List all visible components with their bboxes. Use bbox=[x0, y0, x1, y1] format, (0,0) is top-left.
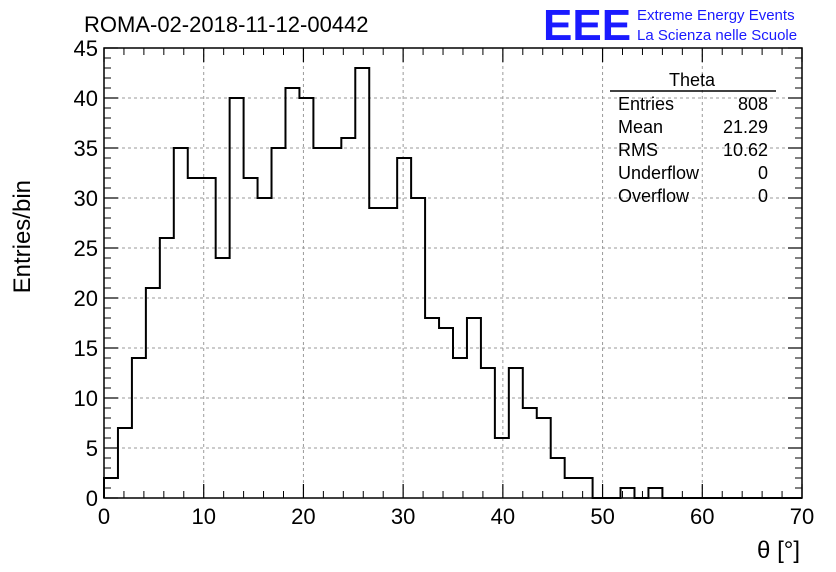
histogram-bin bbox=[146, 288, 160, 498]
y-tick-label: 45 bbox=[74, 36, 98, 61]
stats-label-rms: RMS bbox=[618, 140, 658, 160]
eee-logo: EEE bbox=[543, 1, 631, 50]
histogram-bin bbox=[258, 198, 272, 498]
y-axis-label: Entries/bin bbox=[9, 180, 36, 293]
y-tick-label: 10 bbox=[74, 386, 98, 411]
histogram-bin bbox=[537, 418, 551, 498]
histogram-bin bbox=[327, 148, 341, 498]
y-tick-label: 25 bbox=[74, 236, 98, 261]
y-tick-label: 35 bbox=[74, 136, 98, 161]
x-tick-label: 10 bbox=[191, 504, 215, 529]
stats-value-underflow: 0 bbox=[758, 163, 768, 183]
x-tick-label: 60 bbox=[690, 504, 714, 529]
histogram-bin bbox=[453, 358, 467, 498]
stats-label-mean: Mean bbox=[618, 117, 663, 137]
histogram-bin bbox=[355, 68, 369, 498]
histogram-bin bbox=[425, 318, 439, 498]
stats-label-entries: Entries bbox=[618, 94, 674, 114]
y-tick-label: 30 bbox=[74, 186, 98, 211]
chart-title: ROMA-02-2018-11-12-00442 bbox=[84, 12, 369, 37]
histogram-bin bbox=[495, 438, 509, 498]
histogram-bin bbox=[383, 208, 397, 498]
histogram-bin bbox=[579, 478, 593, 498]
y-tick-label: 40 bbox=[74, 86, 98, 111]
histogram-bin bbox=[341, 138, 355, 498]
histogram-bin bbox=[467, 318, 481, 498]
stats-value-entries: 808 bbox=[738, 94, 768, 114]
histogram-outline bbox=[103, 67, 802, 499]
brand-line-1: Extreme Energy Events bbox=[637, 7, 795, 24]
stats-box: Theta Entries 808 Mean 21.29 RMS 10.62 U… bbox=[610, 70, 776, 206]
histogram-bin bbox=[565, 478, 579, 498]
histogram-bin bbox=[648, 488, 662, 498]
y-tick-label: 0 bbox=[86, 486, 98, 511]
histogram-bin bbox=[118, 428, 132, 498]
stats-label-overflow: Overflow bbox=[618, 186, 690, 206]
histogram-bin bbox=[299, 98, 313, 498]
histogram-bin bbox=[439, 328, 453, 498]
histogram-bin bbox=[216, 258, 230, 498]
brand-line-2: La Scienza nelle Scuole bbox=[637, 27, 797, 44]
histogram-bin bbox=[160, 238, 174, 498]
plot-frame bbox=[103, 47, 803, 499]
x-tick-label: 30 bbox=[391, 504, 415, 529]
y-tick-label: 5 bbox=[86, 436, 98, 461]
x-tick-label: 50 bbox=[590, 504, 614, 529]
histogram-bin bbox=[313, 148, 327, 498]
grid-lines bbox=[104, 48, 802, 498]
stats-value-overflow: 0 bbox=[758, 186, 768, 206]
stats-value-rms: 10.62 bbox=[723, 140, 768, 160]
x-tick-label: 40 bbox=[491, 504, 515, 529]
histogram-bin bbox=[369, 208, 383, 498]
x-tick-label: 20 bbox=[291, 504, 315, 529]
histogram-bin bbox=[509, 368, 523, 498]
histogram-bins bbox=[104, 68, 662, 498]
histogram-bin bbox=[132, 358, 146, 498]
y-tick-label: 15 bbox=[74, 336, 98, 361]
brand-block: EEE Extreme Energy Events La Scienza nel… bbox=[543, 1, 797, 50]
x-axis-ticks: 0 10 20 30 40 50 60 70 bbox=[98, 48, 814, 529]
y-tick-label: 20 bbox=[74, 286, 98, 311]
histogram-bin bbox=[523, 408, 537, 498]
x-axis-label: θ [°] bbox=[757, 537, 800, 564]
histogram-bin bbox=[188, 178, 202, 498]
histogram-bin bbox=[397, 158, 411, 498]
stats-title: Theta bbox=[669, 70, 716, 90]
histogram-bin bbox=[244, 178, 258, 498]
y-axis-ticks: 0 5 10 15 20 25 30 35 40 45 bbox=[74, 36, 802, 511]
histogram-bin bbox=[481, 368, 495, 498]
x-tick-label: 0 bbox=[98, 504, 110, 529]
stats-value-mean: 21.29 bbox=[723, 117, 768, 137]
stats-label-underflow: Underflow bbox=[618, 163, 700, 183]
histogram-bin bbox=[285, 88, 299, 498]
histogram-bin bbox=[272, 148, 286, 498]
x-tick-label: 70 bbox=[790, 504, 814, 529]
histogram-bin bbox=[174, 148, 188, 498]
